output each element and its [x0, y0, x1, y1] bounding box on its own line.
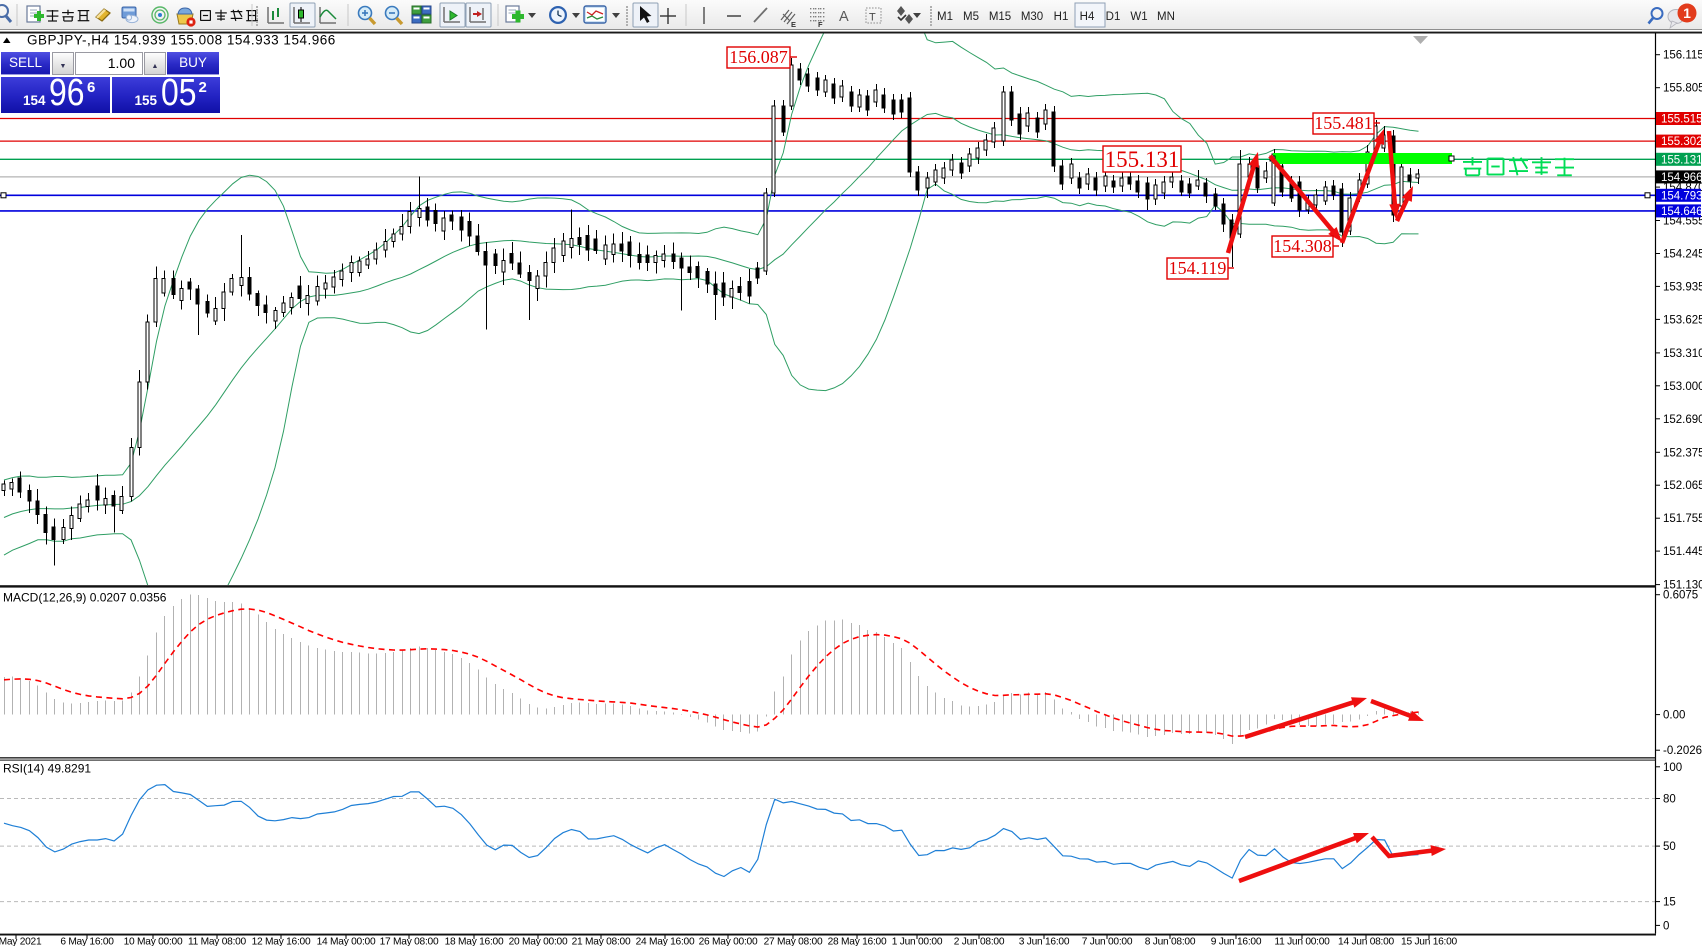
svg-text:11 May 08:00: 11 May 08:00 [188, 937, 247, 946]
svg-text:7 Jun 00:00: 7 Jun 00:00 [1082, 937, 1133, 946]
svg-text:0.00: 0.00 [1663, 710, 1685, 722]
svg-text:0: 0 [1663, 920, 1669, 932]
svg-text:152.065: 152.065 [1663, 480, 1702, 492]
svg-text:12 May 16:00: 12 May 16:00 [252, 937, 311, 946]
svg-text:155.131: 155.131 [1661, 154, 1702, 166]
svg-text:11 Jun 00:00: 11 Jun 00:00 [1274, 937, 1330, 946]
svg-text:RSI(14) 49.8291: RSI(14) 49.8291 [3, 762, 91, 776]
svg-text:155.515: 155.515 [1661, 114, 1702, 126]
svg-text:8 Jun 08:00: 8 Jun 08:00 [1145, 937, 1196, 946]
svg-text:152.375: 152.375 [1663, 447, 1702, 459]
svg-text:155.805: 155.805 [1663, 83, 1702, 95]
svg-text:154.308: 154.308 [1273, 236, 1332, 256]
svg-text:0.6075: 0.6075 [1663, 590, 1698, 602]
svg-text:3 Jun 16:00: 3 Jun 16:00 [1019, 937, 1070, 946]
svg-text:155.302: 155.302 [1661, 136, 1702, 148]
svg-text:14 May 00:00: 14 May 00:00 [317, 937, 376, 946]
svg-text:155.481: 155.481 [1314, 113, 1373, 133]
svg-text:154.555: 154.555 [1663, 216, 1702, 228]
svg-text:156.087: 156.087 [729, 47, 788, 67]
svg-text:9 Jun 16:00: 9 Jun 16:00 [1211, 937, 1262, 946]
svg-text:154.119: 154.119 [1169, 258, 1227, 278]
svg-text:W1: W1 [1130, 11, 1147, 23]
svg-text:10 May 00:00: 10 May 00:00 [124, 937, 183, 946]
svg-text:D1: D1 [1106, 11, 1121, 23]
svg-text:50: 50 [1663, 841, 1676, 853]
svg-text:M30: M30 [1021, 11, 1043, 23]
svg-text:5 May 2021: 5 May 2021 [0, 937, 42, 946]
svg-text:GBPJPY-,H4 154.939 155.008 15: GBPJPY-,H4 154.939 155.008 154.933 154.9… [27, 33, 336, 48]
svg-text:15: 15 [1663, 897, 1676, 909]
svg-text:24 May 16:00: 24 May 16:00 [636, 937, 695, 946]
svg-text:M1: M1 [937, 11, 953, 23]
svg-text:H1: H1 [1054, 11, 1069, 23]
svg-text:17 May 08:00: 17 May 08:00 [380, 937, 439, 946]
svg-text:18 May 16:00: 18 May 16:00 [445, 937, 504, 946]
svg-text:154.966: 154.966 [1661, 172, 1702, 184]
svg-text:H4: H4 [1080, 11, 1095, 23]
svg-text:151.755: 151.755 [1663, 513, 1702, 525]
svg-text:153.000: 153.000 [1663, 381, 1702, 393]
svg-text:6 May 16:00: 6 May 16:00 [60, 937, 114, 946]
svg-text:152.690: 152.690 [1663, 414, 1702, 426]
svg-text:28 May 16:00: 28 May 16:00 [828, 937, 887, 946]
svg-text:21 May 08:00: 21 May 08:00 [572, 937, 631, 946]
svg-text:151.445: 151.445 [1663, 546, 1702, 558]
svg-text:T: T [869, 12, 876, 24]
svg-text:154.646: 154.646 [1661, 206, 1702, 218]
svg-text:1: 1 [1683, 5, 1691, 21]
svg-text:MACD(12,26,9) 0.0207 0.0356: MACD(12,26,9) 0.0207 0.0356 [3, 591, 167, 605]
svg-text:M15: M15 [989, 11, 1011, 23]
svg-text:15 Jun 16:00: 15 Jun 16:00 [1401, 937, 1457, 946]
svg-text:154.793: 154.793 [1661, 190, 1702, 202]
svg-text:1 Jun 00:00: 1 Jun 00:00 [892, 937, 943, 946]
svg-text:20 May 00:00: 20 May 00:00 [509, 937, 568, 946]
svg-text:27 May 08:00: 27 May 08:00 [764, 937, 823, 946]
svg-text:M5: M5 [963, 11, 979, 23]
svg-text:153.310: 153.310 [1663, 348, 1702, 360]
svg-text:A: A [839, 9, 849, 25]
svg-text:MN: MN [1157, 11, 1175, 23]
svg-text:151.130: 151.130 [1663, 580, 1702, 592]
svg-text:100: 100 [1663, 762, 1682, 774]
svg-text:153.935: 153.935 [1663, 281, 1702, 293]
svg-text:26 May 00:00: 26 May 00:00 [699, 937, 758, 946]
svg-text:F: F [818, 20, 823, 29]
svg-text:154.245: 154.245 [1663, 249, 1702, 261]
svg-text:80: 80 [1663, 794, 1676, 806]
svg-text:-0.2026: -0.2026 [1663, 745, 1702, 757]
svg-text:2 Jun 08:00: 2 Jun 08:00 [954, 937, 1005, 946]
svg-text:155.131: 155.131 [1105, 147, 1180, 172]
svg-text:153.625: 153.625 [1663, 314, 1702, 326]
svg-text:156.115: 156.115 [1663, 50, 1702, 62]
svg-text:E: E [791, 20, 796, 29]
svg-text:14 Jun 08:00: 14 Jun 08:00 [1338, 937, 1394, 946]
